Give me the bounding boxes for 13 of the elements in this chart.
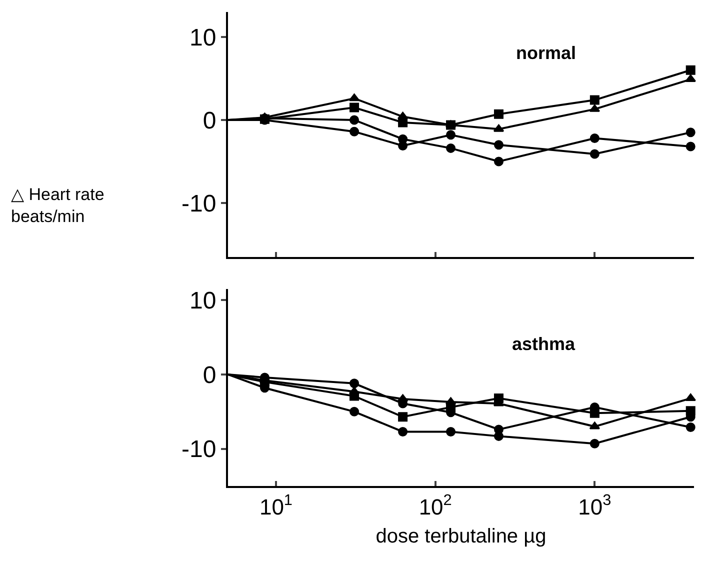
x-axis-title: dose terbutaline µg	[376, 525, 546, 548]
y-tick-label: -10	[182, 190, 216, 218]
annotation: asthma	[512, 334, 576, 354]
x-tick-label: 10$^{2}$	[418, 492, 452, 520]
y-axis-title: △ Heart rate beats/min	[11, 185, 104, 226]
y-tick-label: 0	[202, 362, 216, 389]
x-tick-label: 10$^{1}$	[259, 492, 292, 520]
y-tick-label: 10	[189, 24, 216, 52]
y-tick-label: -10	[182, 436, 216, 464]
y-tick-label: 0	[202, 107, 216, 134]
y-tick-label: 10	[189, 288, 216, 315]
annotation: normal	[516, 43, 576, 63]
x-tick-label: 10$^{3}$	[578, 492, 612, 520]
